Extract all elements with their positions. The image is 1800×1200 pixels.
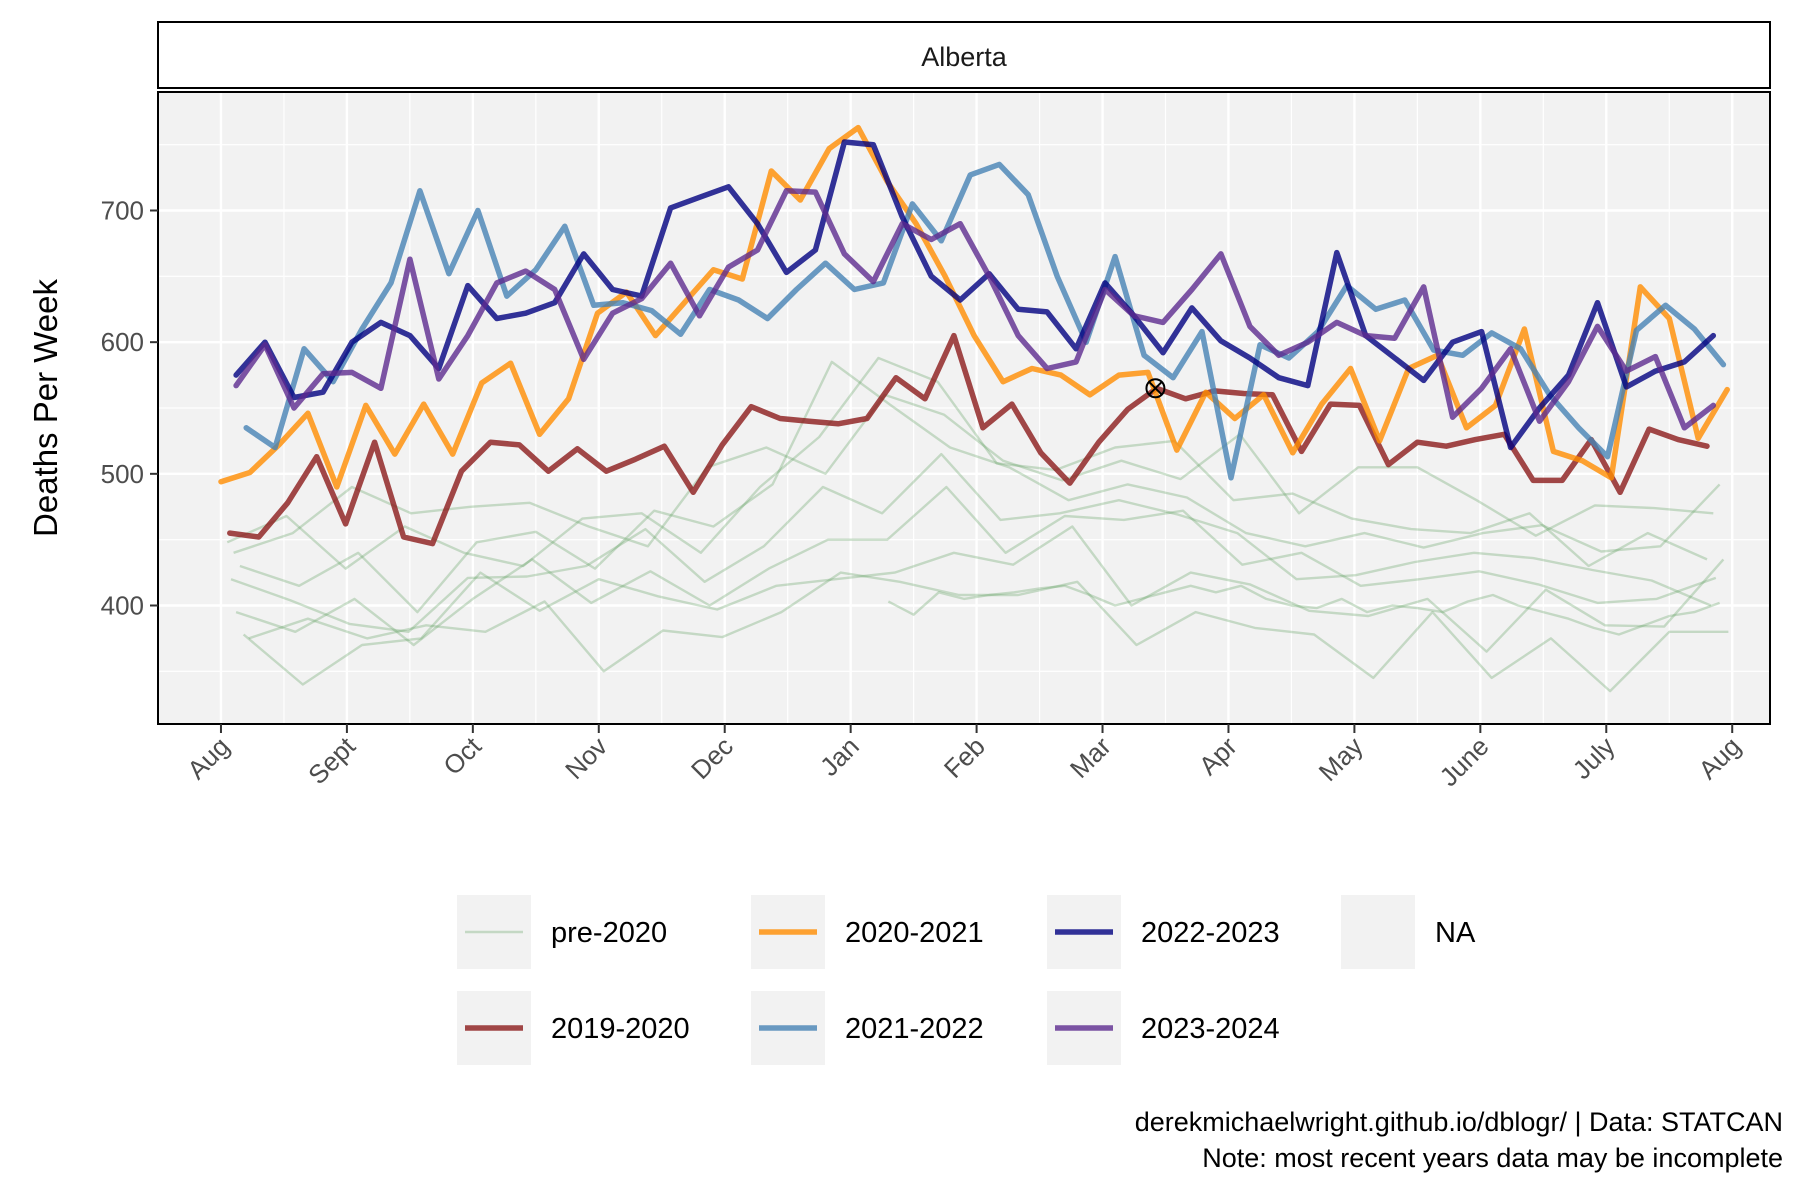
series-line-2019-2020 (227, 332, 1710, 547)
legend-label: 2021-2022 (845, 1013, 984, 1045)
legend-label: 2023-2024 (1141, 1013, 1280, 1045)
y-tick-label: 500 (101, 459, 144, 489)
legend-label: 2022-2023 (1141, 917, 1280, 949)
x-axis: Aug Sept Oct Nov Dec Jan Feb Mar Apr May June July A… (181, 724, 1746, 792)
y-axis-title: Deaths Per Week (27, 279, 64, 538)
series-line-pre-2020 (226, 356, 1708, 570)
series-line-2020-2021 (218, 124, 1730, 490)
x-tick-label: Sept (302, 730, 362, 790)
x-tick-label: Aug (1693, 731, 1747, 785)
facet-strip (157, 21, 1771, 89)
series-line-pre-2020 (235, 485, 1717, 647)
series-line-2022-2023 (233, 139, 1717, 451)
pre-2020-lines (226, 356, 1729, 693)
legend-label: NA (1435, 917, 1476, 949)
series-line-2021-2022 (243, 161, 1727, 481)
series-line-pre-2020 (230, 452, 1712, 633)
y-tick-label: 600 (101, 327, 144, 357)
x-tick-label: Nov (559, 731, 613, 785)
x-tick-label: Oct (437, 730, 487, 780)
series-line-pre-2020 (887, 584, 1721, 636)
series-line-2023-2024 (233, 188, 1717, 431)
series-line-pre-2020 (233, 393, 1714, 554)
x-tick-label: May (1313, 731, 1369, 787)
legend-label: pre-2020 (551, 917, 667, 949)
legend-key (457, 895, 531, 969)
facet-title: Alberta (921, 42, 1008, 72)
series-line-pre-2020 (248, 571, 1729, 693)
caption-source: derekmichaelwright.github.io/dblogr/ | D… (1135, 1107, 1783, 1137)
x-tick-label: Apr (1193, 731, 1243, 781)
plot-border (157, 91, 1771, 725)
grid (158, 92, 1770, 724)
x-tick-label: Jan (814, 731, 865, 782)
marker-circle (1145, 378, 1166, 399)
legend: pre-2020 2019-2020 2020-2021 2021-2022 2022-… (457, 895, 1476, 1065)
x-tick-label: Dec (685, 731, 739, 785)
current-week-marker (1145, 378, 1166, 399)
y-tick-label: 700 (101, 196, 144, 226)
series-line-pre-2020 (242, 525, 1725, 686)
y-tick-label: 400 (101, 591, 144, 621)
season-lines (218, 124, 1730, 547)
y-axis: 400 500 600 700 (101, 196, 158, 621)
legend-label: 2019-2020 (551, 1013, 690, 1045)
caption-note: Note: most recent years data may be inco… (1202, 1143, 1783, 1173)
x-tick-label: June (1433, 731, 1494, 792)
x-tick-label: July (1567, 731, 1621, 785)
series-line-pre-2020 (239, 360, 1721, 614)
x-tick-label: Mar (1064, 731, 1117, 784)
x-tick-label: Feb (938, 731, 991, 784)
legend-key (1341, 895, 1415, 969)
marker-cross (1148, 381, 1163, 396)
legend-label: 2020-2021 (845, 917, 984, 949)
x-tick-label: Aug (181, 731, 235, 785)
